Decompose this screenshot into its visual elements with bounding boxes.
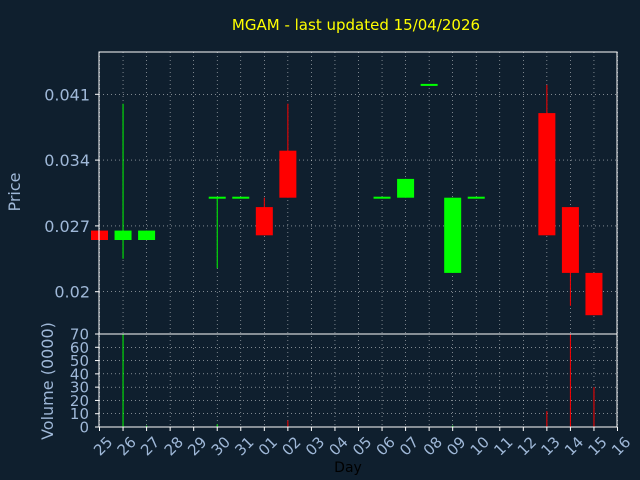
chart-title: MGAM - last updated 15/04/2026 bbox=[232, 16, 480, 34]
volume-tick-label: 0 bbox=[79, 419, 89, 437]
x-tick-label: 30 bbox=[208, 433, 234, 459]
x-tick-label: 26 bbox=[114, 433, 140, 459]
candle-body bbox=[538, 113, 556, 236]
x-tick-label: 10 bbox=[467, 433, 493, 459]
candle-body bbox=[561, 207, 579, 273]
x-tick-label: 08 bbox=[420, 433, 446, 459]
x-tick-label: 05 bbox=[349, 433, 375, 459]
volume-tick-label: 50 bbox=[70, 352, 89, 370]
volume-axis-label: Volume (0000) bbox=[38, 322, 57, 440]
volume-tick-label: 60 bbox=[70, 339, 89, 357]
volume-tick-label: 40 bbox=[70, 365, 89, 383]
candle-body bbox=[255, 207, 273, 236]
price-tick-label: 0.034 bbox=[44, 151, 90, 170]
candle-body bbox=[279, 150, 297, 198]
volume-tick-label: 70 bbox=[70, 326, 89, 344]
x-tick-label: 01 bbox=[255, 433, 281, 459]
volume-panel-frame bbox=[98, 333, 618, 428]
volume-tick-label: 10 bbox=[70, 405, 89, 423]
x-tick-label: 07 bbox=[396, 433, 422, 459]
candle-body bbox=[467, 196, 485, 199]
candle-body bbox=[373, 196, 391, 199]
x-tick-label: 02 bbox=[278, 433, 304, 459]
volume-tick-label: 20 bbox=[70, 392, 89, 410]
x-tick-label: 16 bbox=[608, 433, 634, 459]
x-tick-label: 28 bbox=[161, 433, 187, 459]
x-tick-label: 31 bbox=[231, 433, 257, 459]
candle-body bbox=[420, 83, 438, 86]
x-tick-label: 27 bbox=[137, 433, 163, 459]
x-tick-label: 29 bbox=[184, 433, 210, 459]
x-axis-label: Day bbox=[334, 460, 362, 476]
candle-body bbox=[114, 230, 132, 240]
candle-body bbox=[397, 178, 415, 198]
x-tick-label: 09 bbox=[443, 433, 469, 459]
candle-body bbox=[444, 197, 462, 273]
x-tick-label: 15 bbox=[585, 433, 611, 459]
candle-body bbox=[208, 196, 226, 199]
candle-body bbox=[232, 196, 250, 199]
candle-body bbox=[585, 272, 603, 316]
x-tick-label: 12 bbox=[514, 433, 540, 459]
volume-tick-label: 30 bbox=[70, 379, 89, 397]
x-tick-label: 14 bbox=[561, 433, 587, 459]
price-tick-label: 0.02 bbox=[54, 283, 90, 302]
x-tick-label: 03 bbox=[302, 433, 328, 459]
price-tick-label: 0.027 bbox=[44, 217, 90, 236]
x-tick-label: 06 bbox=[373, 433, 399, 459]
x-tick-label: 11 bbox=[490, 433, 516, 459]
price-axis-label: Price bbox=[5, 172, 24, 211]
candle-body bbox=[138, 230, 156, 240]
x-tick-label: 13 bbox=[537, 433, 563, 459]
x-tick-label: 25 bbox=[90, 433, 116, 459]
plot-layer: 0.0410.0340.0270.02706050403020100252627… bbox=[44, 51, 634, 459]
price-tick-label: 0.041 bbox=[44, 85, 90, 104]
x-tick-label: 04 bbox=[326, 433, 352, 459]
